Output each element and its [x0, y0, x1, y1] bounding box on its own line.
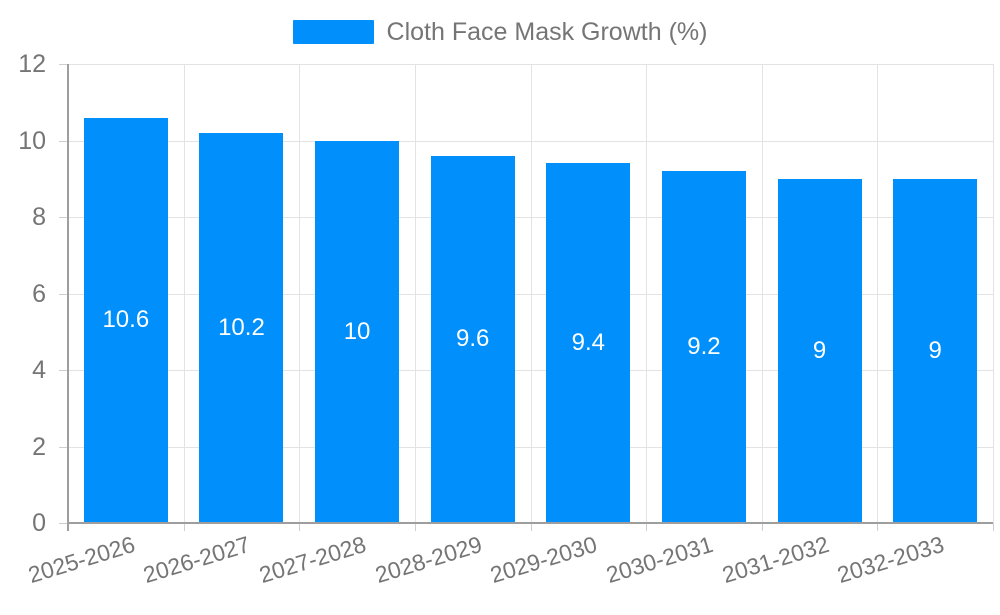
bar	[893, 178, 978, 523]
x-tick-mark	[414, 523, 416, 531]
x-tick-mark	[183, 523, 185, 531]
y-tick-mark	[59, 293, 68, 295]
bar-value-label: 10.2	[218, 313, 265, 341]
y-tick-mark	[59, 370, 68, 371]
bar-value-label: 9.2	[687, 333, 721, 361]
x-gridline	[646, 64, 648, 523]
bar	[199, 132, 284, 523]
bar	[430, 155, 515, 523]
x-tick-mark	[646, 523, 648, 531]
bar-value-label: 9	[812, 336, 827, 364]
bar-value-label: 10.6	[102, 306, 150, 334]
bar	[83, 117, 168, 523]
y-tick-label: 2	[32, 432, 46, 461]
bar	[546, 163, 631, 523]
y-axis-line	[67, 64, 69, 531]
y-tick-label: 0	[32, 509, 46, 537]
bar-chart: Cloth Face Mask Growth (%) 0 2 4 6 8 10 12 10.6…	[0, 16, 1000, 588]
legend-swatch	[292, 20, 374, 44]
x-tick-mark	[993, 523, 994, 531]
y-tick-mark	[59, 523, 68, 524]
y-tick-label: 12	[18, 50, 46, 78]
x-tick-mark	[877, 523, 879, 531]
x-gridline	[530, 64, 532, 523]
y-tick-label: 10	[18, 126, 46, 155]
y-tick-label: 8	[32, 203, 46, 231]
x-tick-mark	[299, 523, 301, 531]
x-gridline	[414, 64, 416, 523]
x-gridline	[183, 64, 185, 523]
bar-value-label: 9.4	[571, 329, 605, 357]
x-axis-line	[68, 522, 993, 524]
x-gridline	[877, 64, 879, 523]
x-gridline	[299, 64, 301, 523]
y-tick-mark	[59, 140, 68, 142]
x-tick-mark	[530, 523, 532, 531]
legend-label: Cloth Face Mask Growth (%)	[386, 17, 708, 46]
y-tick-mark	[59, 446, 68, 448]
y-tick-label: 4	[32, 356, 46, 384]
x-tick-mark	[761, 523, 763, 531]
y-tick-mark	[59, 217, 68, 218]
x-gridline	[761, 64, 763, 523]
x-gridline	[993, 64, 994, 523]
y-tick-label: 6	[32, 279, 46, 308]
bar-value-label: 9	[928, 336, 942, 364]
y-tick-mark	[59, 64, 68, 65]
bar	[777, 178, 862, 523]
legend-item[interactable]: Cloth Face Mask Growth (%)	[0, 16, 1000, 48]
bar	[315, 140, 400, 523]
bar-value-label: 9.6	[456, 325, 490, 353]
bar	[661, 171, 746, 523]
bar-value-label: 10	[343, 317, 371, 345]
